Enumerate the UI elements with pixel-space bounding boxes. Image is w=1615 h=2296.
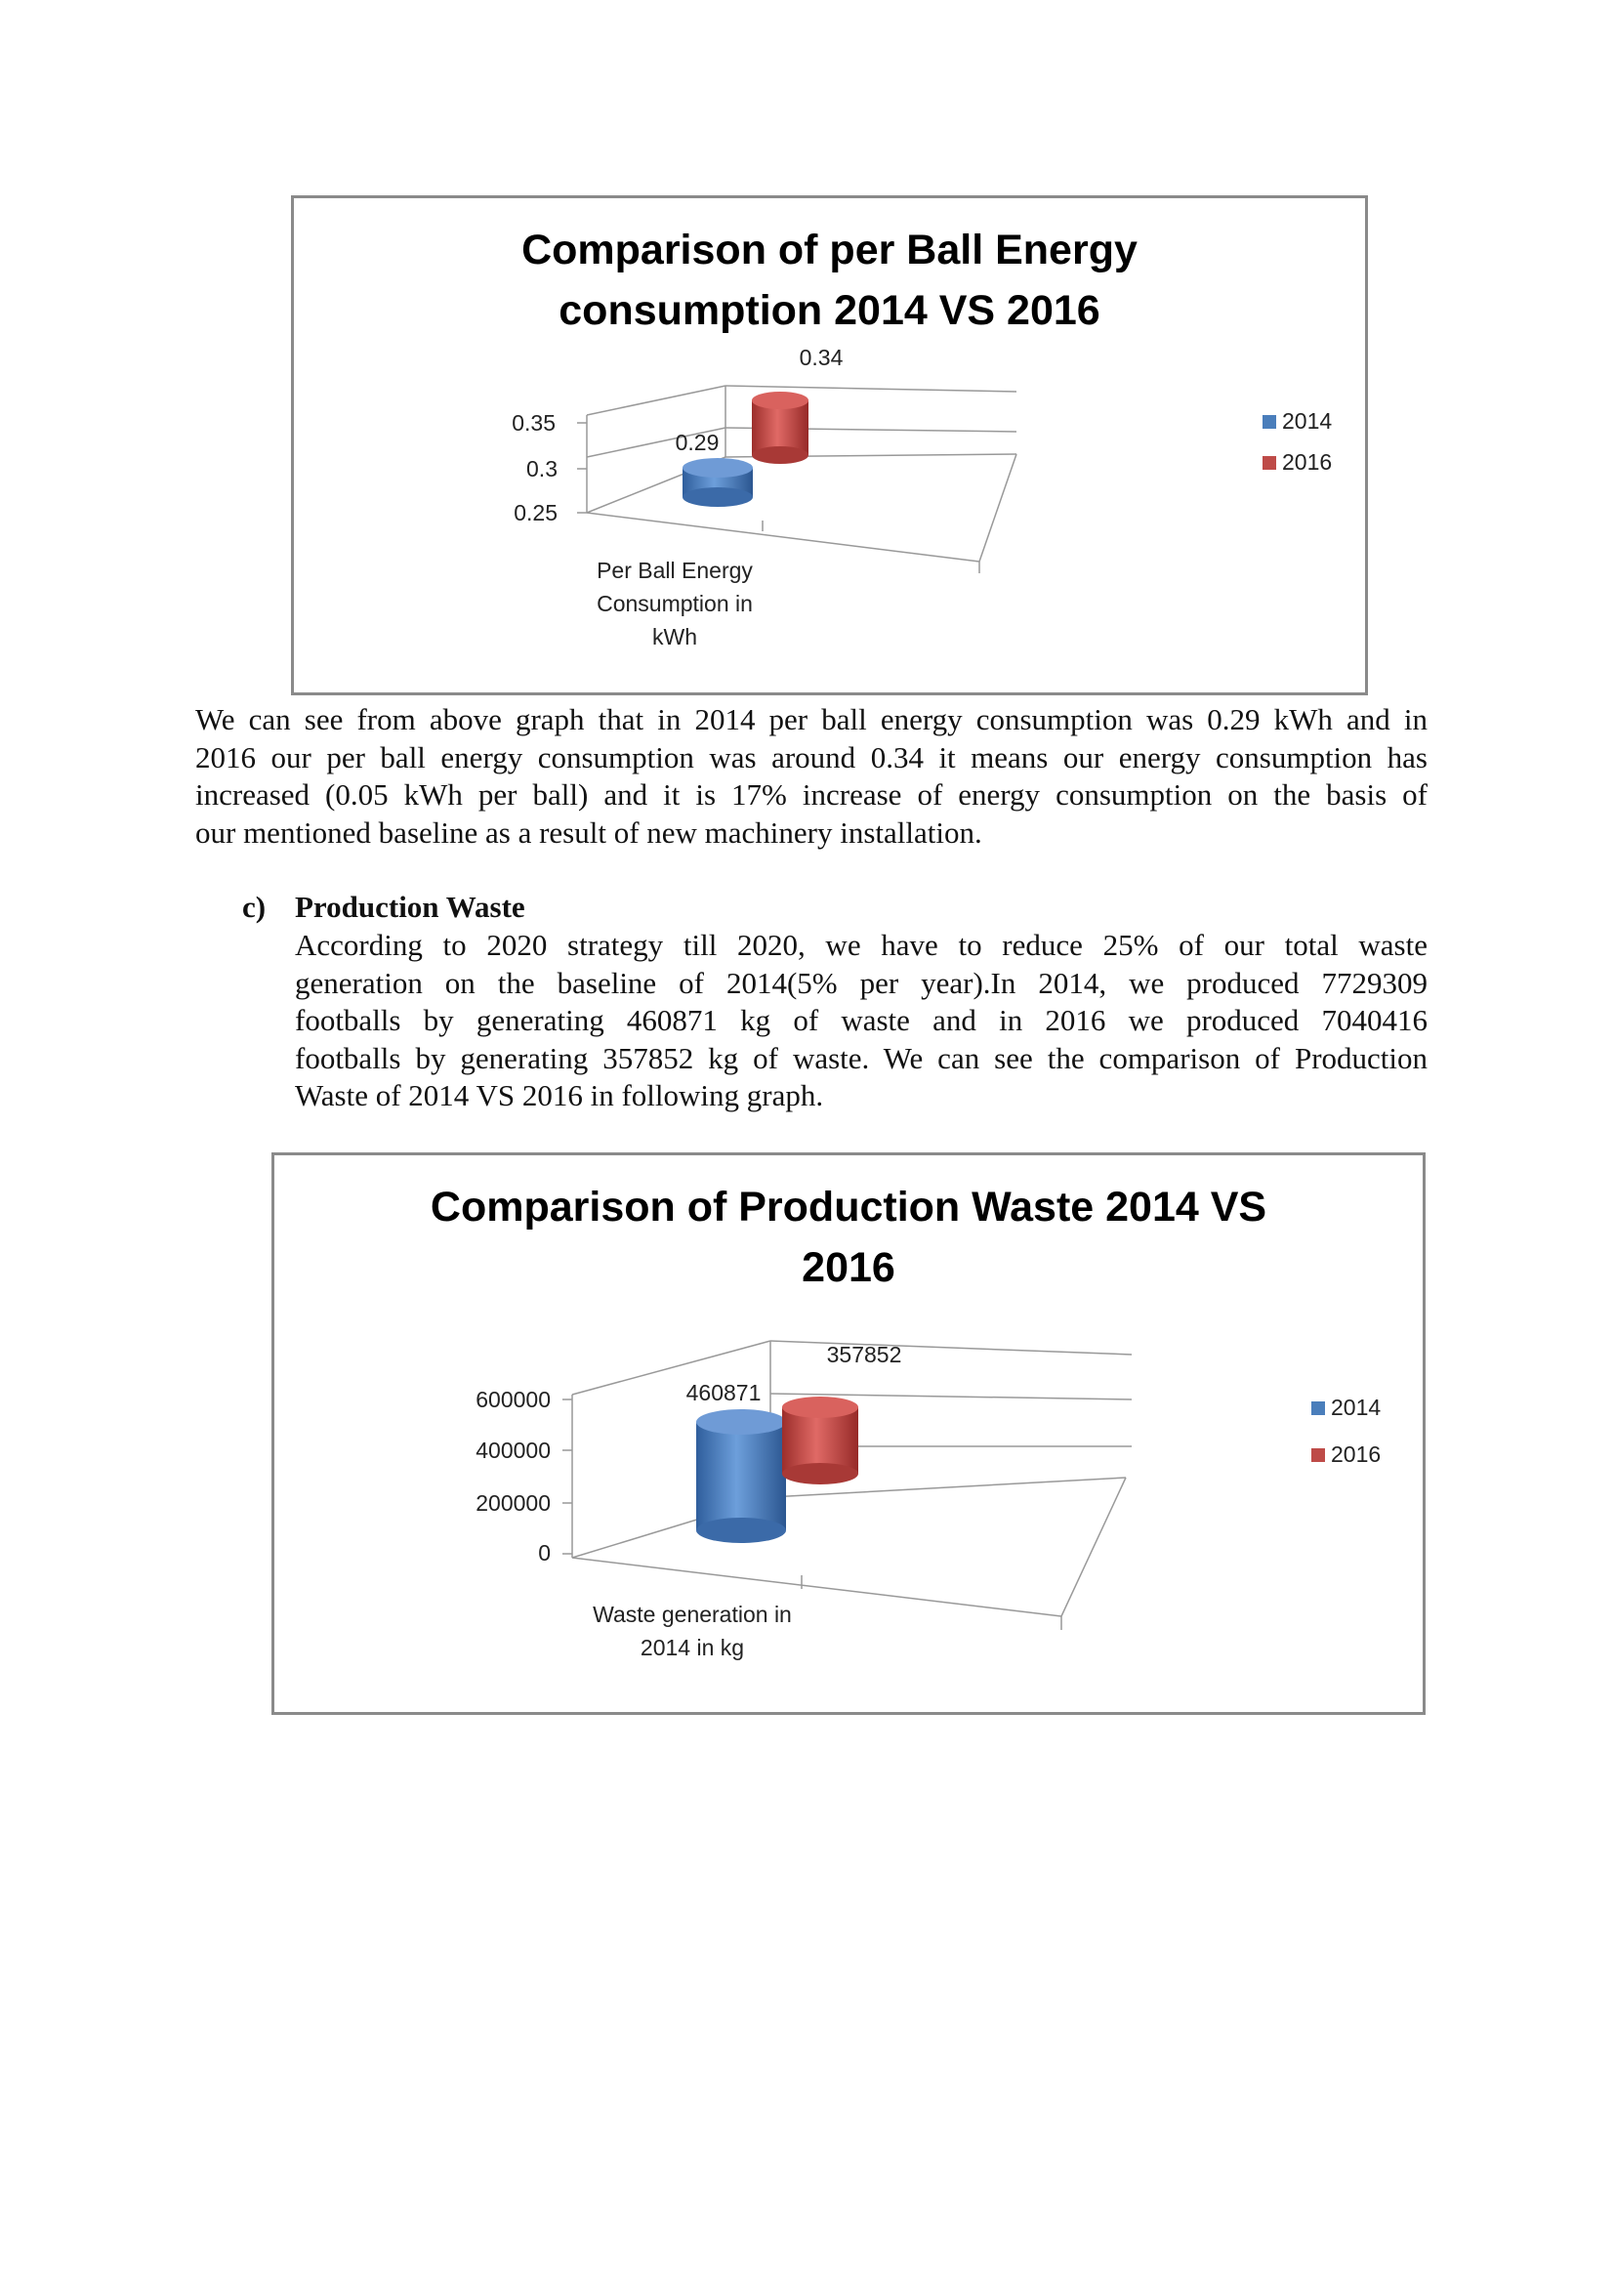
chart-title: Comparison of per Ball Energy consumptio… <box>294 220 1365 341</box>
gridline <box>725 385 1017 393</box>
axis-line <box>571 1340 771 1396</box>
y-tick-label: 0.35 <box>512 410 556 436</box>
x-category-label: Consumption in <box>597 591 753 616</box>
chart-title: Comparison of Production Waste 2014 VS 2… <box>274 1177 1423 1298</box>
energy-chart: Comparison of per Ball Energy consumptio… <box>291 195 1368 695</box>
x-category-label: Per Ball Energy <box>597 558 753 583</box>
energy-chart-plot: 0.35 0.3 0.25 <box>512 345 1332 649</box>
waste-chart-plot: 600000 400000 200000 0 460871 357852 Was… <box>476 1340 1381 1660</box>
paragraph-line: our mentioned baseline as a result of ne… <box>195 814 982 850</box>
legend-label: 2014 <box>1331 1395 1381 1420</box>
gridline <box>586 427 726 458</box>
y-tick-label: 0 <box>538 1540 551 1565</box>
paragraph-line: increased (0.05 kWh per ball) and it is … <box>195 777 1428 812</box>
gridline <box>769 1340 1133 1356</box>
x-category-label: 2014 in kg <box>641 1635 744 1660</box>
paragraph-line: Waste of 2014 VS 2016 in following graph… <box>295 1078 824 1112</box>
axis-line <box>1060 1477 1127 1617</box>
paragraph-waste: According to 2020 strategy till 2020, we… <box>295 927 1428 1115</box>
axis-line <box>978 453 1017 563</box>
section-number: c) <box>242 890 267 924</box>
axis-line <box>571 1557 1062 1617</box>
axis-line <box>586 512 980 563</box>
paragraph-line: generation on the baseline of 2014(5% pe… <box>295 965 1428 1000</box>
y-tick-label: 0.25 <box>514 500 558 525</box>
paragraph-line: We can see from above graph that in 2014… <box>195 702 1428 736</box>
paragraph-line: 2016 our per ball energy consumption was… <box>195 739 1428 774</box>
y-tick-label: 400000 <box>476 1438 551 1463</box>
data-label: 0.34 <box>800 345 844 370</box>
bar-2014 <box>696 1409 786 1543</box>
paragraph-line: According to 2020 strategy till 2020, we… <box>295 928 1428 962</box>
legend-swatch-2016 <box>1311 1448 1325 1462</box>
legend-label: 2016 <box>1331 1441 1381 1467</box>
paragraph-line: footballs by generating 357852 kg of was… <box>295 1040 1428 1075</box>
legend-label: 2014 <box>1282 408 1332 434</box>
axis-line <box>586 385 726 416</box>
chart-title-line: consumption 2014 VS 2016 <box>559 287 1100 334</box>
legend-swatch-2014 <box>1311 1401 1325 1415</box>
legend-swatch-2016 <box>1263 456 1276 470</box>
data-label: 0.29 <box>676 430 720 455</box>
x-category-label: Waste generation in <box>593 1602 792 1627</box>
section-heading: c) Production Waste <box>242 889 525 926</box>
waste-chart: Comparison of Production Waste 2014 VS 2… <box>271 1152 1426 1715</box>
axis-line <box>769 1477 1127 1498</box>
chart-title-line: Comparison of Production Waste 2014 VS <box>430 1184 1267 1231</box>
legend-swatch-2014 <box>1263 415 1276 429</box>
x-category-label: kWh <box>652 624 697 649</box>
section-title: Production Waste <box>295 890 525 924</box>
gridline <box>769 1393 1133 1400</box>
legend-label: 2016 <box>1282 449 1332 475</box>
bar-2016 <box>782 1397 858 1484</box>
bar-2016 <box>752 392 808 464</box>
y-tick-label: 0.3 <box>526 456 558 481</box>
data-label: 357852 <box>827 1342 902 1367</box>
paragraph-line: footballs by generating 460871 kg of was… <box>295 1003 1428 1037</box>
chart-title-line: Comparison of per Ball Energy <box>521 227 1138 273</box>
data-label: 460871 <box>686 1380 762 1405</box>
bar-2014 <box>683 458 753 507</box>
chart-title-line: 2016 <box>802 1244 895 1291</box>
y-tick-label: 200000 <box>476 1490 551 1516</box>
y-tick-label: 600000 <box>476 1387 551 1412</box>
paragraph-energy: We can see from above graph that in 2014… <box>195 701 1428 852</box>
